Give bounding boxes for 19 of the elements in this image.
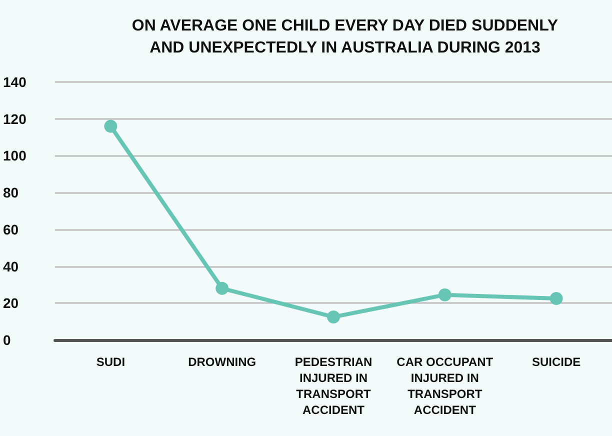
point	[216, 282, 229, 295]
point	[438, 288, 452, 302]
point	[104, 120, 118, 133]
y-tick-label: 120	[3, 110, 27, 127]
y-tick-label: 60	[3, 221, 19, 238]
y-tick-label: 0	[3, 332, 11, 348]
x-tick-label: SUICIDE	[532, 355, 581, 369]
y-tick-label: 80	[3, 184, 19, 201]
point	[550, 292, 563, 306]
x-tick-label: CAR OCCUPANT INJURED IN TRANSPORT ACCIDENT	[396, 355, 494, 417]
y-tick-label: 40	[3, 258, 19, 274]
x-tick-label: SUDI	[96, 355, 126, 369]
x-tick-label: PEDESTRIAN INJURED IN TRANSPORT ACCIDENT	[294, 355, 372, 417]
x-tick-label: DROWNING	[188, 355, 256, 369]
y-tick-label: 20	[3, 295, 19, 312]
y-tick-label: 140	[3, 74, 27, 90]
y-tick-label: 100	[3, 148, 27, 164]
chart-title: ON AVERAGE ONE CHILD EVERY DAY DIED SUDDENLY AND UNEXPECTEDLY IN AUSTRALIA DURING 2013	[132, 18, 558, 56]
point	[327, 310, 340, 324]
